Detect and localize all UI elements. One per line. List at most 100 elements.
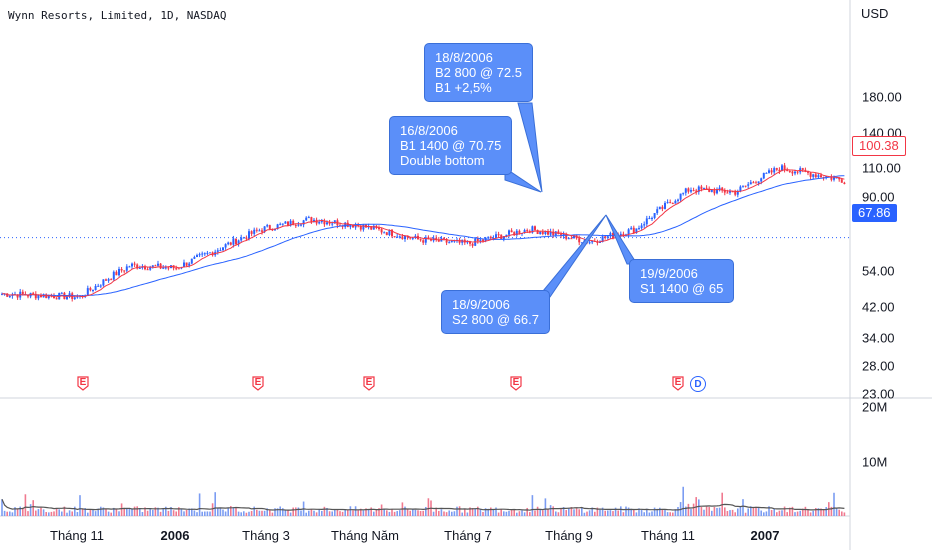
volume-bar	[227, 507, 229, 516]
trade-note-s1[interactable]: 19/9/2006 S1 1400 @ 65	[629, 259, 735, 303]
volume-bar	[622, 512, 625, 516]
volume-bar	[188, 508, 190, 516]
candle-body	[55, 298, 58, 300]
candle-body	[159, 263, 162, 269]
candle-body	[232, 238, 235, 245]
volume-bar	[482, 512, 484, 516]
volume-bar	[713, 506, 716, 516]
candle-body	[458, 239, 461, 243]
candle-body	[263, 226, 266, 232]
earnings-marker[interactable]: E	[252, 376, 264, 391]
volume-bar	[674, 509, 677, 516]
candle-body	[300, 224, 302, 226]
volume-bar	[61, 511, 63, 516]
candle-body	[279, 223, 282, 225]
candle-body	[755, 182, 757, 184]
volume-bar	[692, 503, 695, 516]
candle-body	[294, 225, 297, 227]
candle-body	[796, 171, 799, 173]
candle-body	[788, 170, 791, 172]
candle-body	[281, 223, 284, 225]
candle-body	[843, 182, 846, 184]
volume-bar	[690, 509, 692, 516]
candle-body	[378, 227, 380, 230]
volume-bar	[419, 510, 422, 516]
volume-bar	[804, 506, 807, 516]
volume-bar	[604, 510, 606, 516]
volume-bar	[659, 507, 661, 516]
volume-bar	[627, 507, 630, 516]
volume-bar	[172, 510, 175, 516]
candle-body	[760, 178, 763, 182]
dividend-marker[interactable]: D	[690, 376, 706, 392]
volume-bar	[245, 512, 248, 516]
volume-bar	[492, 509, 495, 516]
time-tick-label: Tháng 11	[50, 528, 104, 543]
volume-bar	[118, 511, 120, 516]
earnings-marker[interactable]: E	[672, 376, 684, 391]
fast-moving-average-line[interactable]	[1, 169, 845, 298]
price-tick-label: 54.00	[862, 263, 895, 279]
volume-bar	[79, 495, 81, 516]
candle-body	[544, 231, 547, 234]
candle-body	[835, 177, 838, 179]
candle-body	[297, 224, 300, 226]
candle-body	[94, 286, 97, 291]
volume-bar	[835, 508, 838, 516]
volume-bar	[81, 508, 84, 516]
volume-bar	[443, 511, 445, 516]
earnings-icon	[77, 376, 89, 391]
trade-note-b1[interactable]: 16/8/2006 B1 1400 @ 70.75 Double bottom	[389, 116, 513, 175]
earnings-icon	[252, 376, 264, 391]
volume-bar	[406, 508, 409, 516]
volume-bar	[222, 509, 224, 516]
volume-bar	[328, 511, 331, 516]
volume-bar	[453, 511, 456, 516]
candle-body	[435, 237, 438, 240]
volume-bar	[760, 510, 762, 516]
candle-body	[1, 293, 3, 295]
slow-moving-average-line[interactable]	[1, 175, 845, 297]
volume-bar	[711, 510, 713, 516]
volume-bar	[323, 506, 326, 516]
earnings-marker[interactable]: E	[510, 376, 522, 391]
candle-body	[292, 220, 295, 226]
volume-bar	[318, 509, 320, 516]
volume-bar	[1, 499, 3, 516]
candle-body	[734, 191, 737, 195]
candle-body	[515, 230, 518, 236]
candle-body	[635, 228, 638, 234]
volume-bar	[274, 508, 276, 516]
trade-note-b2[interactable]: 18/8/2006 B2 800 @ 72.5 B1 +2,5%	[424, 43, 533, 102]
earnings-marker[interactable]: E	[77, 376, 89, 391]
volume-bar	[341, 511, 344, 516]
candle-body	[565, 233, 568, 239]
candle-body	[86, 288, 89, 296]
candle-body	[476, 238, 479, 241]
time-tick-label: Tháng Năm	[331, 528, 399, 543]
volume-bar	[19, 506, 21, 516]
volume-bar	[633, 509, 635, 516]
candle-body	[99, 285, 102, 287]
volume-bar	[289, 512, 292, 516]
candle-body	[235, 238, 237, 245]
candle-body	[237, 240, 240, 245]
candle-body	[167, 267, 170, 269]
trade-note-s2[interactable]: 18/9/2006 S2 800 @ 66.7	[441, 290, 550, 334]
candle-body	[656, 209, 659, 214]
volume-bar	[354, 506, 357, 516]
volume-bar	[560, 508, 562, 516]
candle-body	[622, 233, 625, 236]
volume-bar	[383, 508, 385, 516]
candle-body	[175, 268, 178, 270]
volume-bar	[409, 510, 411, 516]
candle-body	[352, 224, 354, 228]
volume-bar	[770, 510, 773, 516]
volume-bar	[152, 509, 154, 516]
candle-body	[684, 188, 687, 193]
earnings-marker[interactable]: E	[363, 376, 375, 391]
earnings-icon	[363, 376, 375, 391]
price-tick-label: 90.00	[862, 189, 895, 205]
volume-bar	[16, 509, 19, 516]
